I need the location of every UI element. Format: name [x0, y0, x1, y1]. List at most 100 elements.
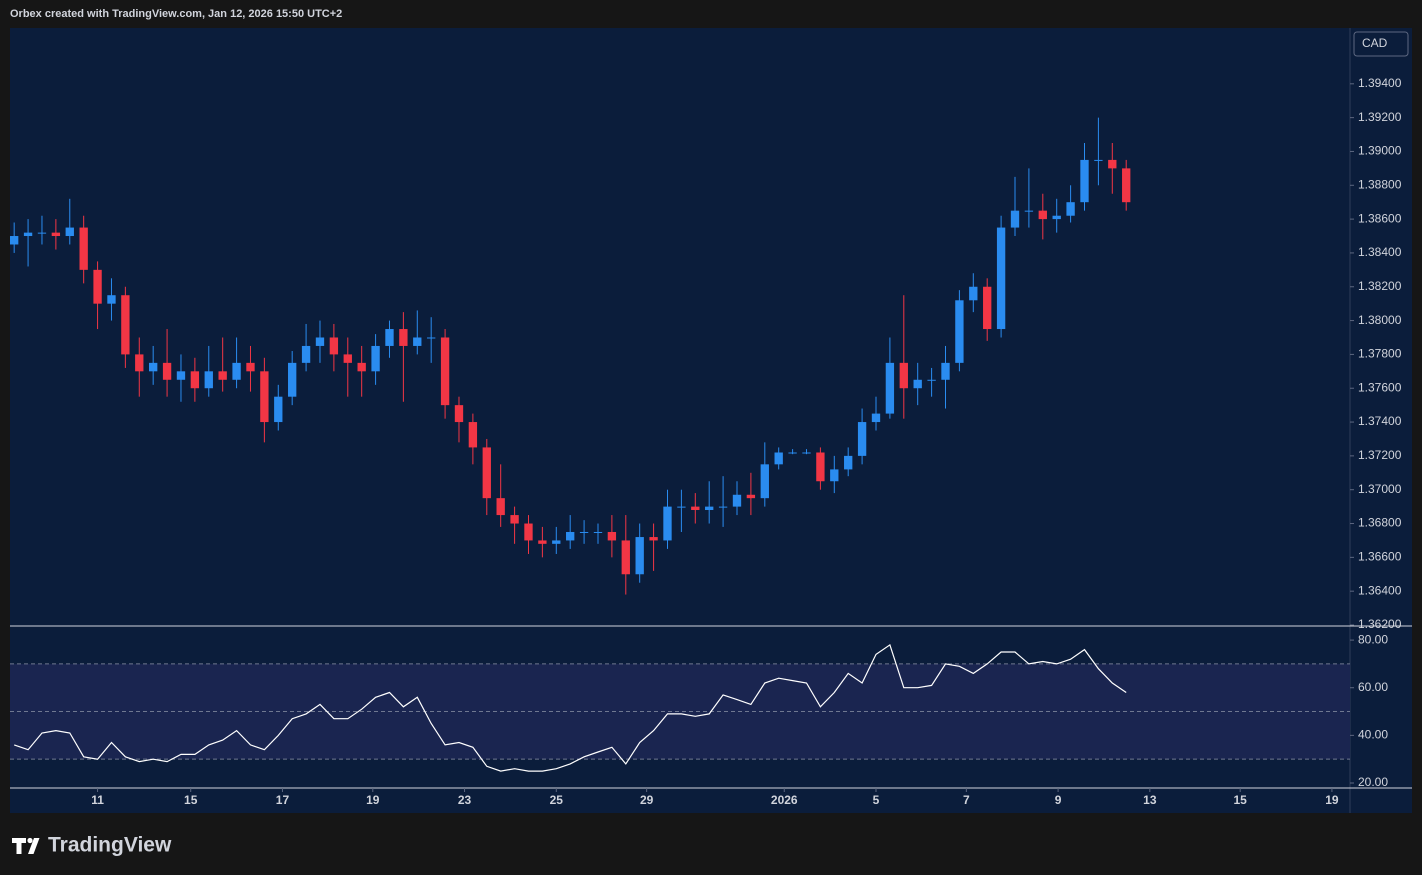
- candle-body: [552, 540, 560, 543]
- y-tick-label: 80.00: [1358, 632, 1388, 646]
- candle-body: [844, 456, 852, 470]
- candle-body: [927, 380, 935, 381]
- candle-body: [330, 337, 338, 354]
- candle-body: [399, 329, 407, 346]
- currency-label[interactable]: CAD: [1362, 36, 1388, 50]
- candle-body: [705, 507, 713, 510]
- candle-body: [135, 354, 143, 371]
- candle-body: [358, 363, 366, 371]
- x-tick-label: 11: [91, 793, 104, 807]
- x-tick-label: 13: [1143, 793, 1157, 807]
- x-tick-label: 15: [1234, 793, 1248, 807]
- candle-body: [427, 337, 435, 338]
- candle-body: [219, 371, 227, 379]
- y-tick-label: 1.36200: [1358, 617, 1402, 631]
- x-tick-label: 29: [640, 793, 654, 807]
- candle-body: [191, 371, 199, 388]
- y-tick-label: 60.00: [1358, 680, 1388, 694]
- brand-name: TradingView: [48, 834, 172, 857]
- y-tick-label: 1.37400: [1358, 414, 1402, 428]
- candle-body: [622, 540, 630, 574]
- logo-mark: [27, 838, 32, 843]
- candle-body: [886, 363, 894, 414]
- x-tick-label: 2026: [771, 793, 798, 807]
- candle-body: [733, 495, 741, 507]
- y-tick-label: 1.37200: [1358, 448, 1402, 462]
- candle-body: [608, 532, 616, 540]
- x-tick-label: 23: [458, 793, 472, 807]
- candle-body: [121, 295, 129, 354]
- y-tick-label: 1.38400: [1358, 245, 1402, 259]
- candle-body: [246, 363, 254, 371]
- candle-body: [371, 346, 379, 371]
- x-tick-label: 15: [184, 793, 198, 807]
- candle-body: [469, 422, 477, 447]
- x-tick-label: 9: [1055, 793, 1062, 807]
- candle-body: [288, 363, 296, 397]
- y-tick-label: 1.39000: [1358, 144, 1402, 158]
- candle-body: [872, 414, 880, 422]
- candle-body: [719, 507, 727, 508]
- candle-body: [107, 295, 115, 303]
- y-tick-label: 1.39400: [1358, 76, 1402, 90]
- y-tick-label: 20.00: [1358, 775, 1388, 789]
- y-tick-label: 1.36600: [1358, 550, 1402, 564]
- x-tick-label: 7: [963, 793, 970, 807]
- candle-body: [677, 507, 685, 508]
- x-tick-label: 19: [1325, 793, 1339, 807]
- candle-body: [816, 452, 824, 481]
- candle-body: [38, 233, 46, 234]
- y-tick-label: 1.36800: [1358, 516, 1402, 530]
- candle-body: [1094, 160, 1102, 161]
- candle-body: [1039, 211, 1047, 219]
- candle-body: [566, 532, 574, 540]
- candle-body: [983, 287, 991, 329]
- y-tick-label: 1.39200: [1358, 110, 1402, 124]
- candle-body: [761, 464, 769, 498]
- candle-body: [969, 287, 977, 301]
- candle-body: [594, 532, 602, 533]
- candle-body: [344, 354, 352, 362]
- y-tick-label: 40.00: [1358, 728, 1388, 742]
- y-tick-label: 1.37800: [1358, 347, 1402, 361]
- candle-body: [455, 405, 463, 422]
- candle-body: [385, 329, 393, 346]
- candle-body: [66, 228, 74, 236]
- candle-body: [900, 363, 908, 388]
- candle-body: [955, 300, 963, 363]
- candle-body: [663, 507, 671, 541]
- candle-body: [483, 447, 491, 498]
- candle-body: [747, 495, 755, 498]
- y-tick-label: 1.38800: [1358, 177, 1402, 191]
- candle-body: [10, 236, 18, 244]
- candle-body: [580, 532, 588, 533]
- candle-body: [441, 337, 449, 405]
- candle-body: [260, 371, 268, 422]
- y-tick-label: 1.38600: [1358, 211, 1402, 225]
- candle-body: [858, 422, 866, 456]
- candle-body: [205, 371, 213, 388]
- y-tick-label: 1.37000: [1358, 482, 1402, 496]
- x-tick-label: 5: [873, 793, 880, 807]
- candle-body: [510, 515, 518, 523]
- candle-body: [1122, 168, 1130, 202]
- x-tick-label: 17: [276, 793, 290, 807]
- candle-body: [163, 363, 171, 380]
- candle-body: [1025, 211, 1033, 212]
- candle-body: [802, 452, 810, 453]
- candle-body: [691, 507, 699, 510]
- rsi-band: [10, 664, 1350, 759]
- candle-body: [1080, 160, 1088, 202]
- candle-body: [538, 540, 546, 543]
- candle-body: [941, 363, 949, 380]
- candle-body: [24, 233, 32, 236]
- candle-body: [775, 452, 783, 464]
- candle-body: [1108, 160, 1116, 168]
- candle-body: [649, 537, 657, 540]
- candle-body: [997, 228, 1005, 329]
- candle-body: [52, 233, 60, 236]
- candle-body: [1066, 202, 1074, 216]
- candle-body: [914, 380, 922, 388]
- candle-body: [316, 337, 324, 345]
